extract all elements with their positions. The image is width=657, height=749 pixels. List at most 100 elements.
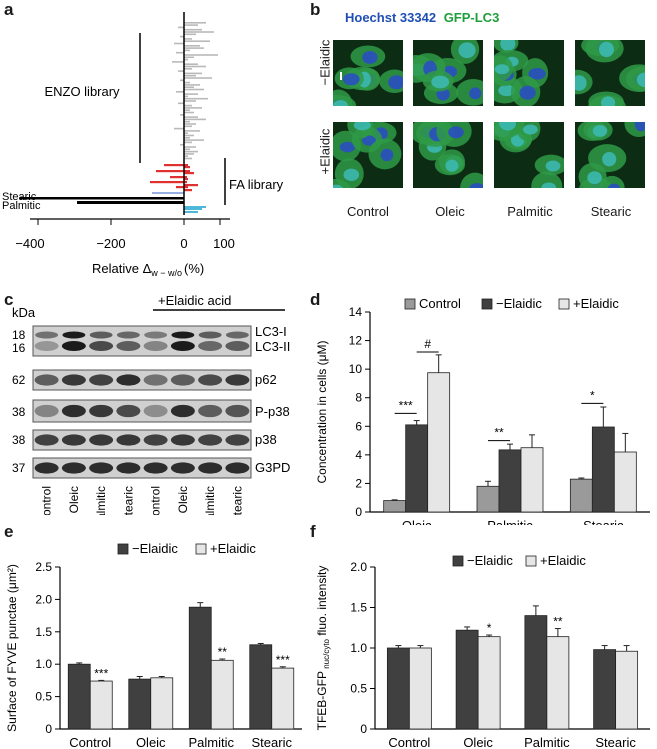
band: [116, 404, 141, 418]
band: [198, 374, 223, 386]
band: [198, 331, 222, 339]
y-axis-label: Surface of FYVE punctae (μm²): [5, 564, 19, 732]
enzo-bar: [184, 24, 198, 26]
fa-bar-red: [184, 189, 192, 192]
enzo-bar: [184, 125, 192, 128]
micrograph-tile: [575, 122, 645, 188]
cell-nucleus: [523, 124, 538, 135]
band: [143, 462, 168, 474]
enzo-bar: [184, 109, 190, 111]
band: [61, 341, 86, 351]
legend-swatch: [525, 555, 537, 567]
enzo-bar: [184, 146, 196, 148]
enzo-bar: [178, 26, 184, 29]
band: [89, 462, 114, 474]
band: [89, 331, 113, 339]
bar: [546, 636, 570, 730]
cell-nucleus: [592, 124, 608, 137]
significance-marker: ***: [94, 666, 108, 680]
legend-label: −Elaidic: [496, 296, 542, 311]
fa-bar-red: [184, 172, 194, 175]
enzo-bar: [184, 93, 198, 95]
cell-nucleus: [600, 96, 616, 106]
cell-nucleus: [599, 41, 615, 58]
protein-p38: p38: [255, 432, 277, 447]
cell-nucleus: [528, 68, 546, 80]
band: [225, 462, 250, 474]
gfp-label: GFP-LC3: [443, 10, 500, 25]
enzo-bar: [184, 81, 190, 84]
bar: [455, 629, 479, 730]
col-label-stearic: Stearic: [590, 204, 632, 219]
micrograph-image: [494, 40, 564, 106]
significance-marker: **: [553, 615, 563, 629]
cell-nucleus: [458, 42, 476, 59]
y-axis-label: Concentration in cells (μM): [315, 341, 329, 484]
enzo-bar: [184, 137, 190, 139]
enzo-bar: [184, 56, 194, 59]
protein-lc3-ii: LC3-II: [255, 339, 290, 354]
protein-p-p38: P-p38: [255, 404, 290, 419]
bar: [408, 647, 432, 730]
cell-nucleus: [333, 100, 348, 106]
panel-a-x-label: Relative Δw − w/o (%): [92, 261, 204, 278]
panel-d-chart: 0 2 4 6 8 10 12 14 Concentration in cells (μM) Ol…: [315, 296, 650, 525]
enzo-bar: [180, 143, 184, 146]
enzo-bar: [184, 45, 200, 47]
enzo-bar: [184, 31, 214, 33]
band: [34, 462, 59, 474]
enzo-bar: [184, 49, 190, 52]
fa-bar-cyan: [184, 206, 206, 208]
cell-nucleus: [494, 64, 510, 75]
y-tick-label: 2.0: [350, 560, 367, 574]
enzo-bar: [184, 120, 190, 123]
cell-nucleus: [361, 135, 376, 146]
y-tick-label: 4: [355, 448, 362, 462]
cell-nucleus: [343, 168, 360, 181]
significance-marker: *: [487, 621, 492, 635]
significance-marker: **: [494, 426, 504, 440]
y-tick-label: 2.5: [35, 560, 52, 574]
elaidic-treatment-label: +Elaidic acid: [158, 293, 231, 308]
enzo-bar: [184, 38, 192, 40]
enzo-bar: [184, 33, 196, 36]
cell-nucleus: [431, 75, 450, 89]
legend-label: +Elaidic: [573, 296, 619, 311]
p38-strip: [32, 429, 252, 451]
cell-nucleus: [388, 75, 403, 90]
legend-swatch: [117, 543, 129, 555]
bar: [271, 667, 295, 730]
protein-lc3-i: LC3-I: [255, 324, 287, 339]
band: [89, 341, 114, 351]
cell-nucleus: [342, 73, 360, 86]
cell-nucleus: [468, 183, 483, 188]
protein-g3pd: G3PD: [255, 460, 290, 475]
kda-38-a: 38: [12, 405, 26, 419]
significance-marker: ***: [276, 653, 290, 667]
y-tick-label: 0: [45, 722, 52, 736]
band: [198, 462, 223, 474]
y-axis-label-sub: nuc/cyto: [322, 638, 331, 671]
band: [225, 434, 250, 446]
enzo-bar: [184, 104, 192, 107]
enzo-bar: [178, 70, 184, 72]
band: [143, 341, 168, 351]
enzo-bar: [184, 74, 196, 77]
legend-label: +Elaidic: [210, 541, 256, 556]
enzo-bar: [172, 61, 184, 63]
fa-bar-cyan: [184, 208, 202, 210]
enzo-bar: [184, 77, 212, 79]
enzo-bar: [184, 150, 198, 153]
panel-e-chart: 0 0.5 1.0 1.5 2.0 2.5 Surface of FYVE punctae …: [5, 541, 302, 749]
tick-label: −200: [96, 236, 125, 251]
tick-label: 100: [213, 236, 235, 251]
legend-label: −Elaidic: [467, 553, 513, 568]
band: [170, 404, 195, 418]
x-tick-label: Oleic: [402, 518, 432, 525]
bar: [615, 650, 639, 730]
panel-f-chart: 0 0.5 1.0 1.5 2.0 TFEB-GFP nuc/cyto fluo. int…: [315, 553, 650, 749]
lane-label: Stearic: [121, 486, 135, 515]
enzo-bar: [184, 139, 204, 141]
x-tick-label: Stearic: [252, 735, 293, 749]
micrograph-tile: [333, 40, 403, 106]
